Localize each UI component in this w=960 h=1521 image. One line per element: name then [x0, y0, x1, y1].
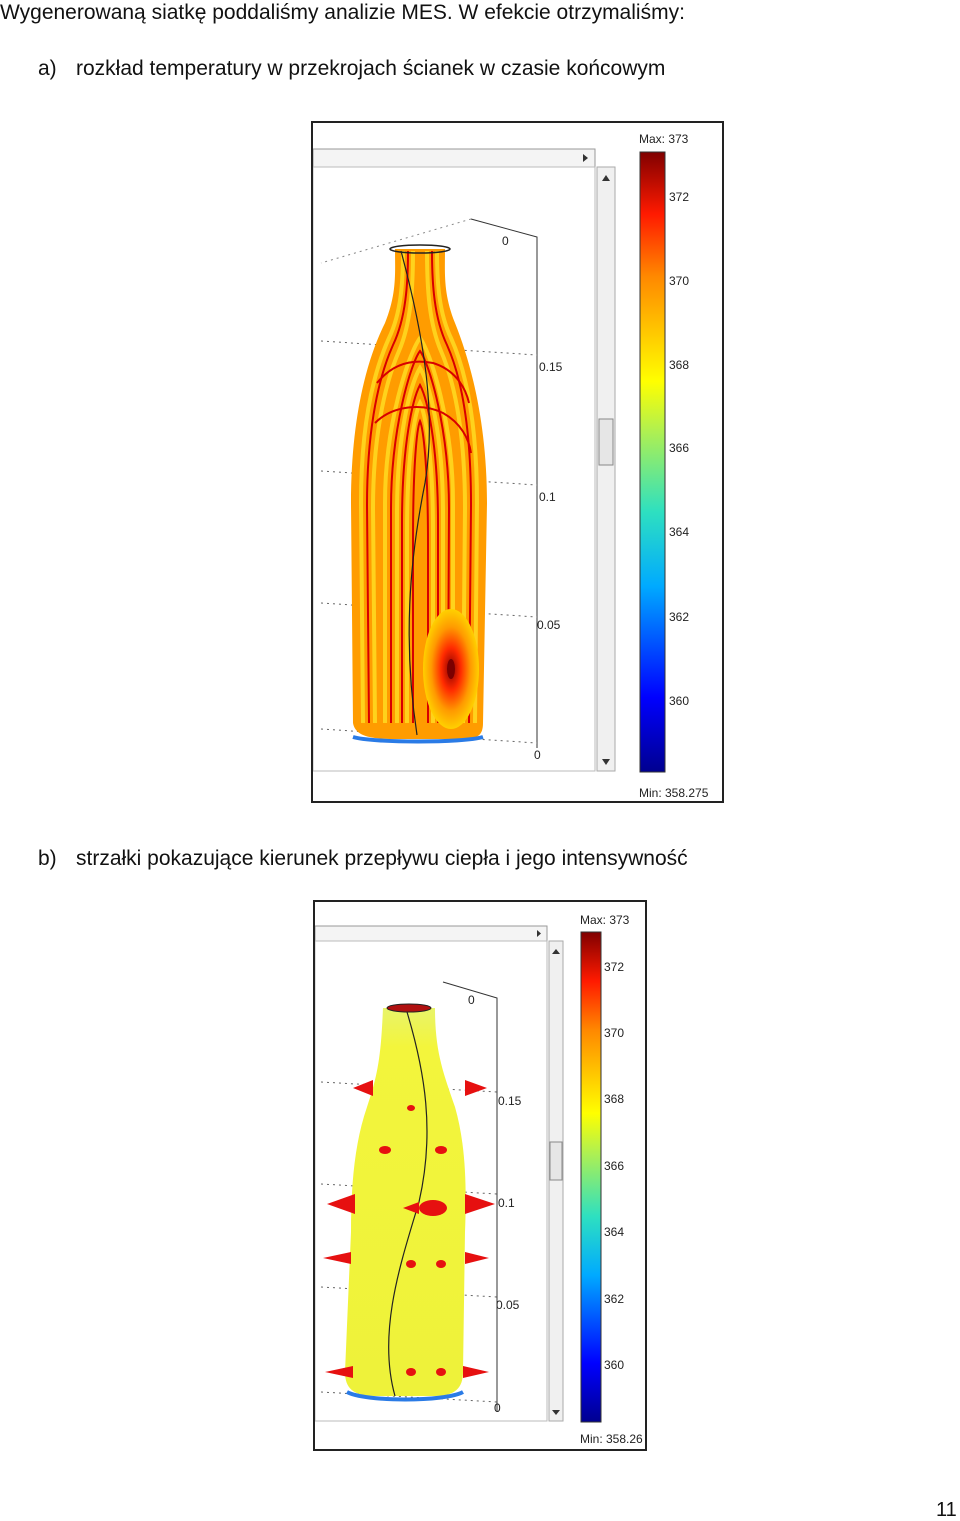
colorbar-a-tick: 372: [669, 190, 689, 204]
colorbar-b-tick: 366: [604, 1159, 624, 1173]
intro-text: Wygenerowaną siatkę poddaliśmy analizie …: [0, 1, 685, 24]
axis-b-tick-005: 0.05: [496, 1298, 520, 1312]
colorbar-b-tick: 362: [604, 1292, 624, 1306]
axis-b-tick-015: 0.15: [498, 1094, 522, 1108]
colorbar-a-tick: 362: [669, 610, 689, 624]
figure-b-heat-flux-plot: 0 0.15 0.1 0.05 0 Max: 373 Min: 358.26 3…: [313, 900, 647, 1451]
colorbar-a-max: Max: 373: [639, 132, 689, 146]
axis-a-tick-0-top: 0: [502, 234, 509, 248]
axis-b-tick-01: 0.1: [498, 1196, 515, 1210]
colorbar-b-tick: 364: [604, 1225, 624, 1239]
colorbar-a-tick: 366: [669, 441, 689, 455]
item-a-marker: a): [38, 57, 57, 80]
colorbar-a-tick: 368: [669, 358, 689, 372]
colorbar-a: [639, 151, 666, 773]
item-b-marker: b): [38, 847, 57, 870]
figure-a-temperature-plot: 0 0.15 0.1 0.05 0 Max: 373 Min: 358.275 …: [311, 121, 724, 803]
axis-a-tick-01: 0.1: [539, 490, 556, 504]
colorbar-a-tick: 364: [669, 525, 689, 539]
colorbar-b-max: Max: 373: [580, 913, 630, 927]
item-b-text: strzałki pokazujące kierunek przepływu c…: [76, 847, 688, 870]
colorbar-b-min: Min: 358.26: [580, 1432, 643, 1446]
colorbar-a-tick: 360: [669, 694, 689, 708]
bottle-cross-section: [351, 244, 487, 744]
colorbar-a-ticks: 372 370 368 366 364 362 360: [669, 190, 689, 708]
colorbar-b-tick: 368: [604, 1092, 624, 1106]
heat-flux-arrows: [323, 1080, 495, 1378]
colorbar-b-tick: 372: [604, 960, 624, 974]
page-number: 11: [936, 1499, 957, 1521]
item-a-text: rozkład temperatury w przekrojach ściane…: [76, 57, 666, 80]
axis-a-tick-005: 0.05: [537, 618, 561, 632]
axis-a-tick-0-bottom: 0: [534, 748, 541, 762]
colorbar-b-ticks: 372 370 368 366 364 362 360: [604, 960, 624, 1372]
axis-b-tick-0-bottom: 0: [494, 1401, 501, 1415]
colorbar-a-min: Min: 358.275: [639, 786, 709, 800]
colorbar-a-tick: 370: [669, 274, 689, 288]
axis-a-tick-015: 0.15: [539, 360, 563, 374]
colorbar-b: [580, 931, 602, 1423]
bottle-heat-flux: [323, 1003, 495, 1402]
colorbar-b-tick: 360: [604, 1358, 624, 1372]
axis-b-tick-0-top: 0: [468, 993, 475, 1007]
colorbar-b-tick: 370: [604, 1026, 624, 1040]
